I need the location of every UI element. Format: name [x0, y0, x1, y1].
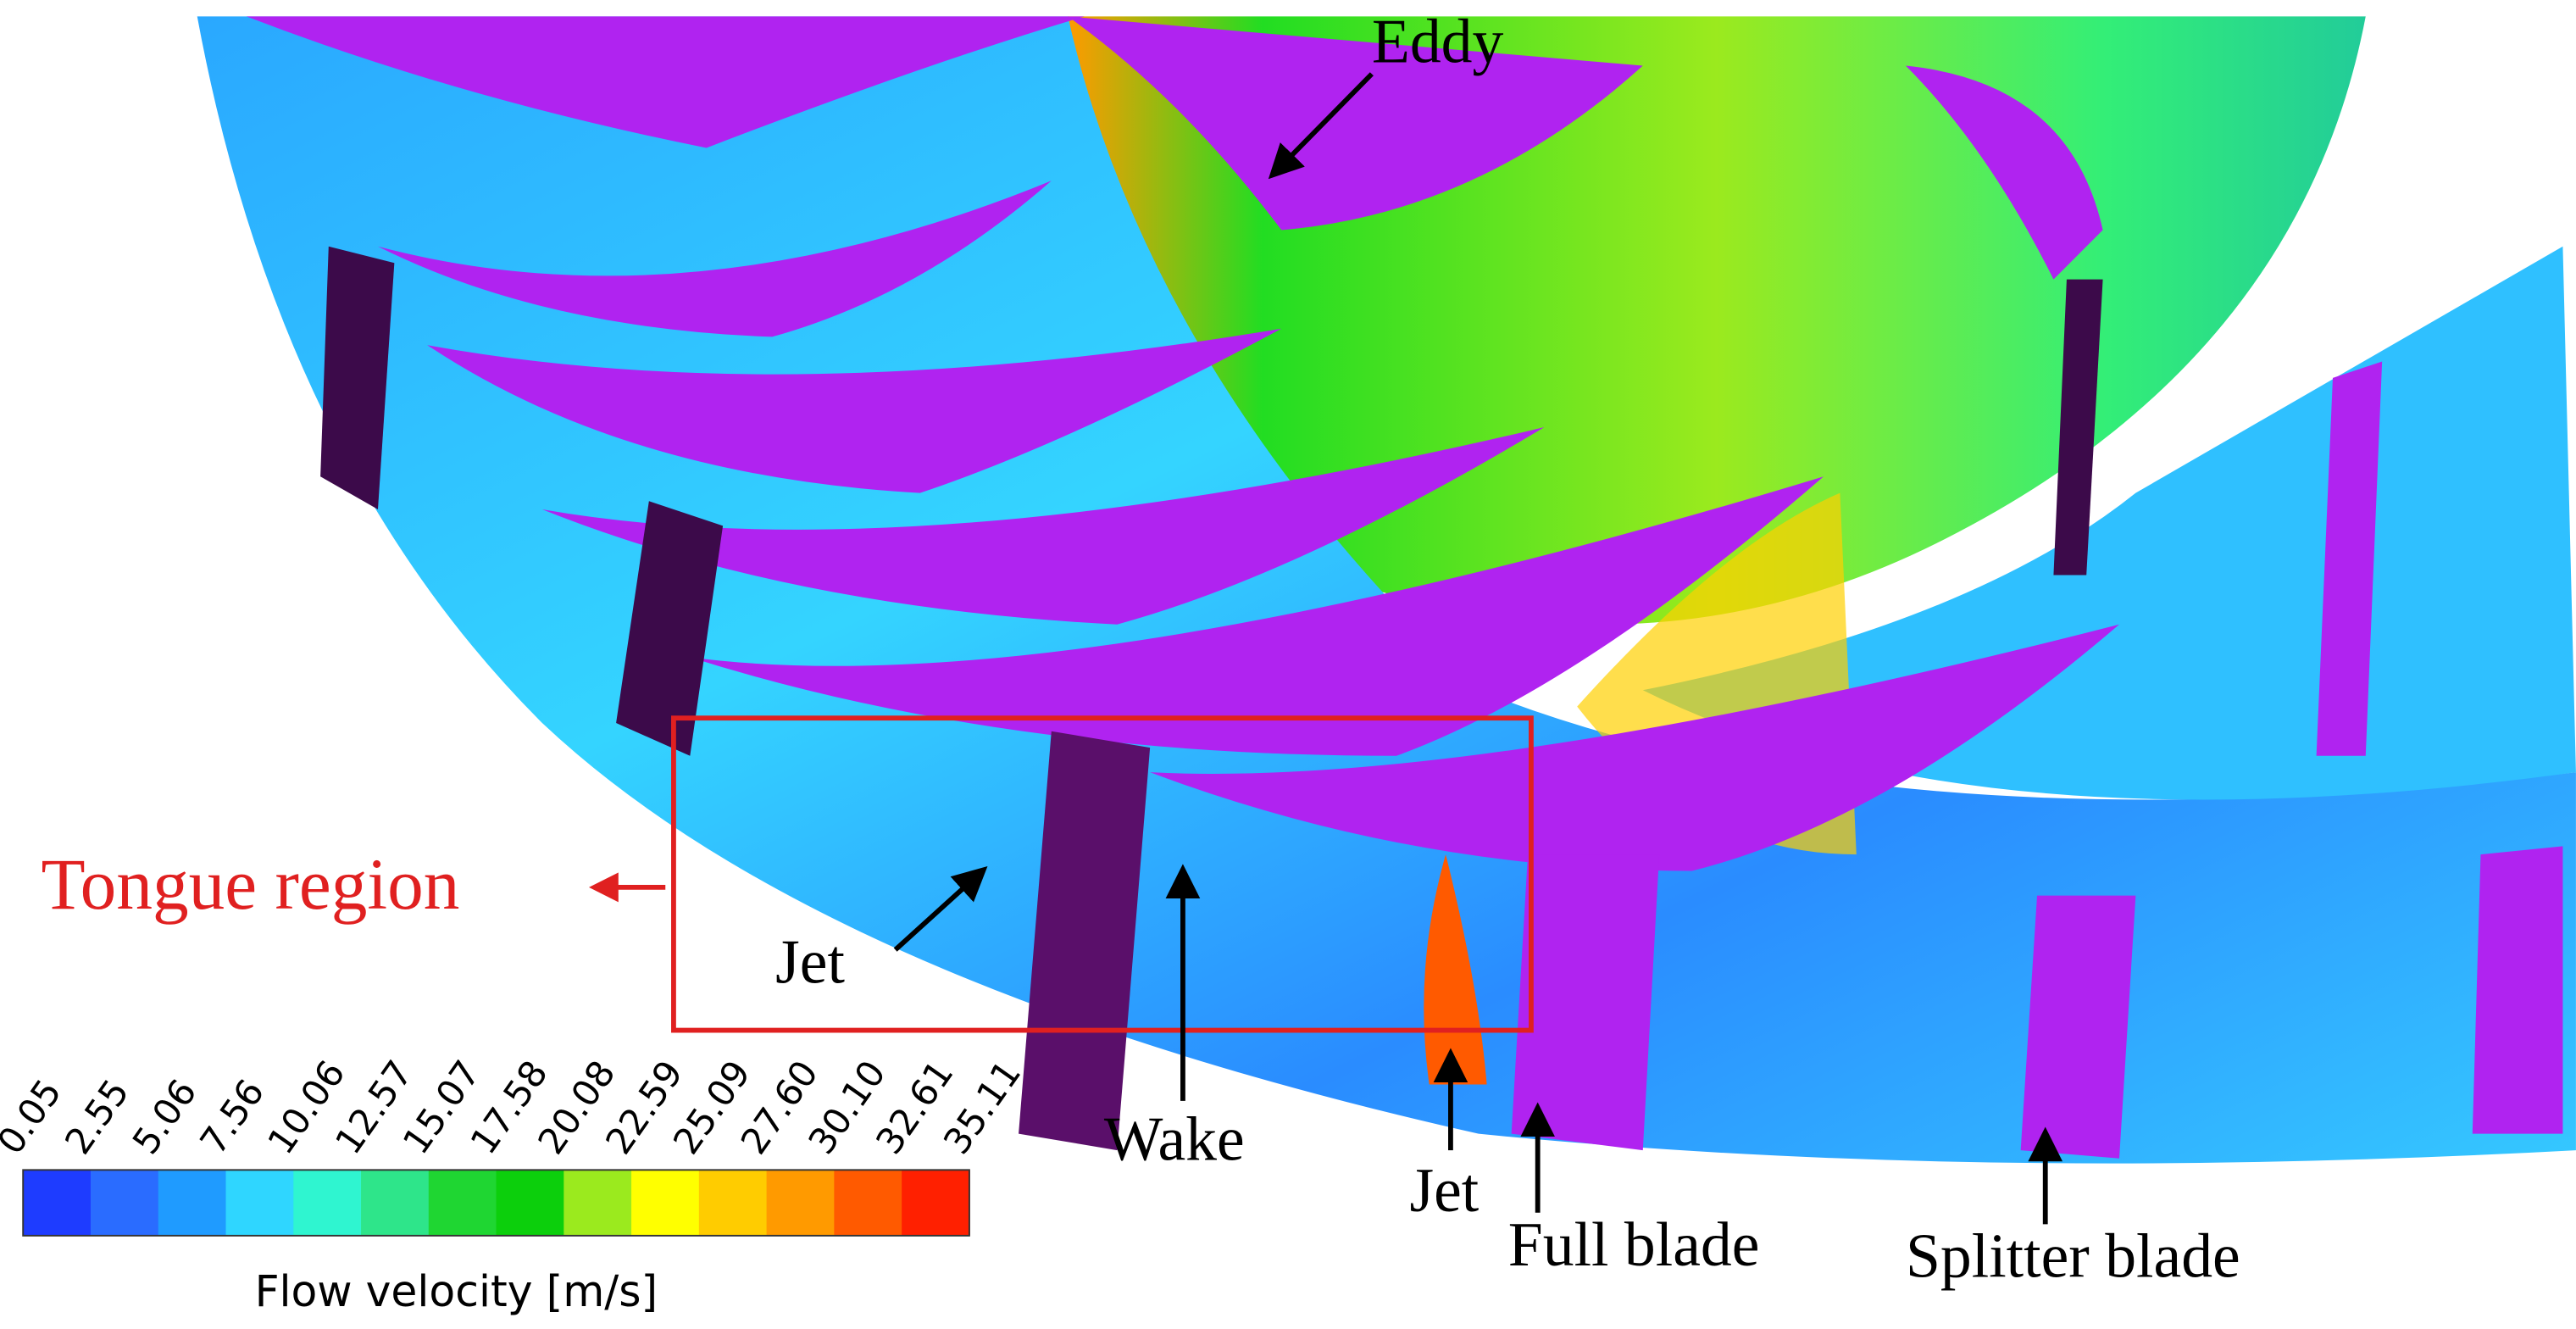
- colorbar-segment: [631, 1170, 700, 1236]
- full-blades: [246, 16, 2119, 871]
- eddy-label: Eddy: [1372, 7, 1504, 76]
- colorbar-segment: [564, 1170, 633, 1236]
- colorbar-segment: [90, 1170, 159, 1236]
- colorbar-segment: [225, 1170, 295, 1236]
- blade-faces: [320, 246, 2103, 1151]
- colorbar-tick-label: 7.56: [192, 1072, 273, 1162]
- wake-label: Wake: [1104, 1104, 1245, 1174]
- colorbar-tick-label: 2.55: [57, 1072, 137, 1162]
- colorbar-segment: [23, 1170, 92, 1236]
- colorbar-segment: [496, 1170, 565, 1236]
- colorbar-segment: [158, 1170, 227, 1236]
- colorbar-segment: [361, 1170, 430, 1236]
- jet-hotspot: [1424, 854, 1487, 1085]
- colorbar-segment: [698, 1170, 768, 1236]
- jet-label: Jet: [1409, 1155, 1479, 1225]
- colorbar-tick-label: 0.05: [0, 1072, 70, 1162]
- full-blade-label: Full blade: [1508, 1209, 1760, 1279]
- colorbar-frame: [22, 1169, 970, 1237]
- colorbar-title: Flow velocity [m/s]: [255, 1266, 658, 1316]
- colorbar-segment: [293, 1170, 363, 1236]
- impeller-scene: [197, 16, 2576, 1164]
- splitter-blade-label: Splitter blade: [1906, 1221, 2240, 1290]
- tongue-region-label: Tongue region: [42, 845, 460, 925]
- blade-tips: [1511, 361, 2563, 1159]
- colorbar: 0.052.555.067.5610.0612.5715.0717.5820.0…: [0, 1053, 1030, 1237]
- tongue-region-box: [671, 715, 1534, 1033]
- colorbar-segment: [428, 1170, 497, 1236]
- colorbar-segment: [902, 1170, 970, 1236]
- callout-arrows: [893, 72, 2063, 1225]
- colorbar-segment: [766, 1170, 836, 1236]
- colorbar-tick-label: 5.06: [125, 1072, 205, 1162]
- colorbar-segment: [834, 1170, 903, 1236]
- jet-label: Jet: [775, 926, 845, 996]
